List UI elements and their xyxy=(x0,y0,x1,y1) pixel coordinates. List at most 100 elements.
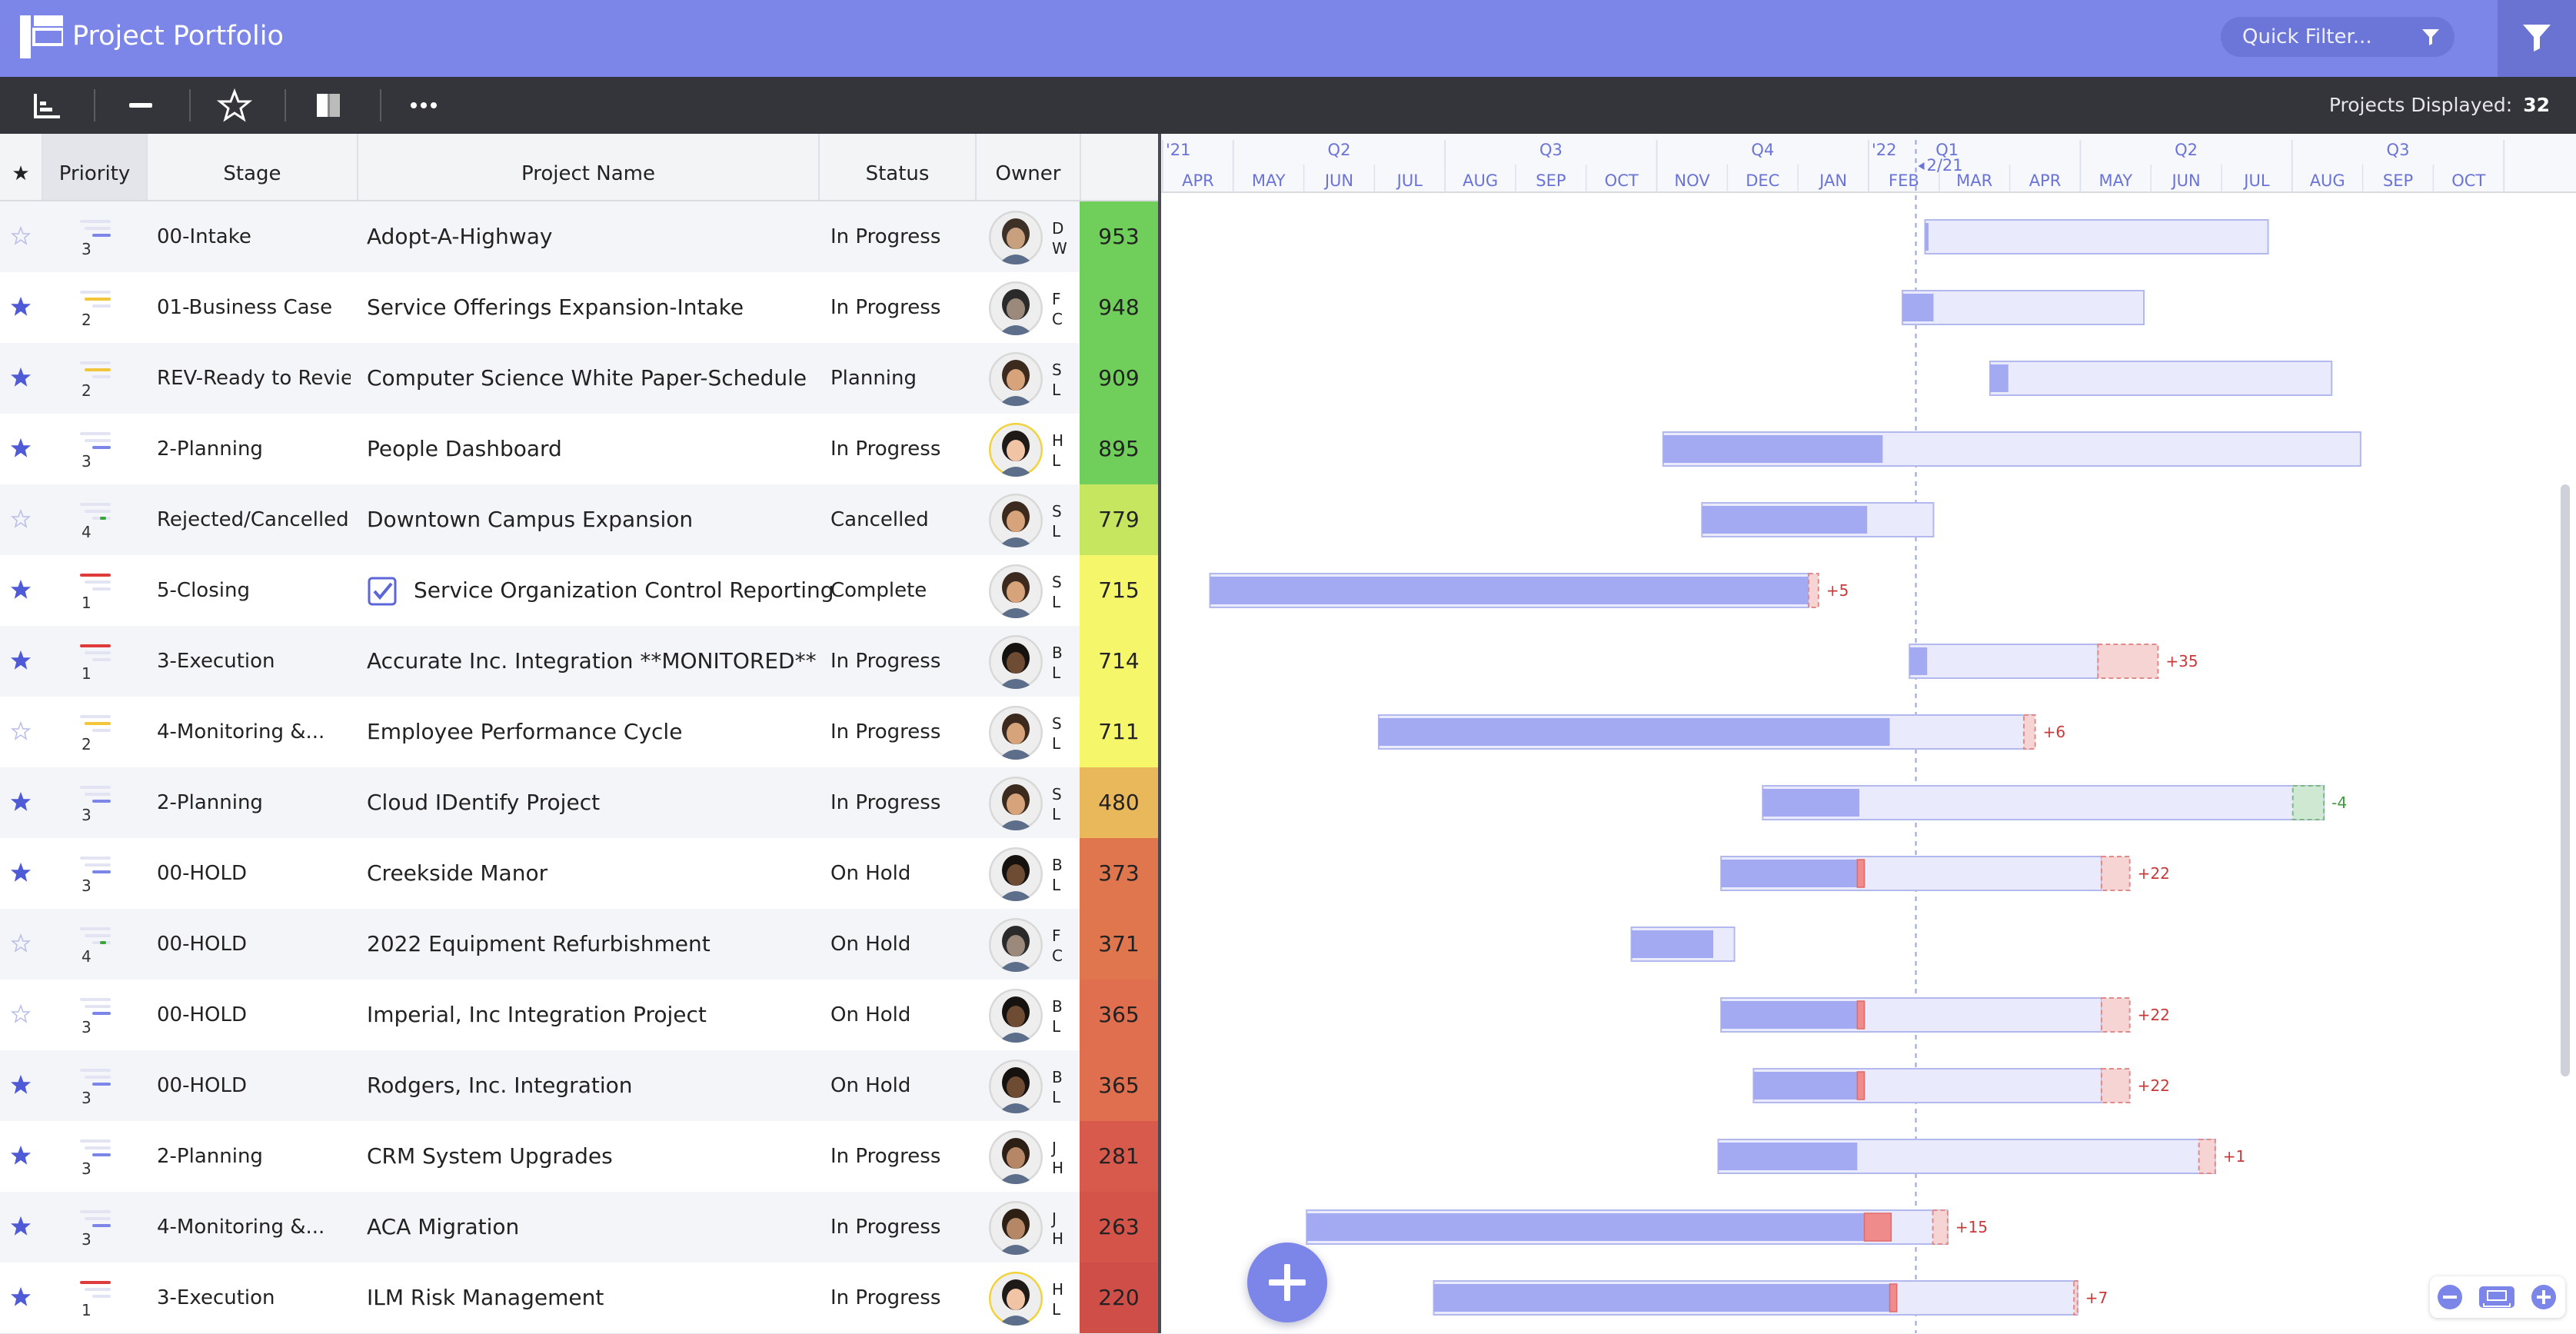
add-project-button[interactable] xyxy=(1247,1243,1327,1322)
favorite-star-icon[interactable] xyxy=(11,863,31,883)
owner-avatar[interactable] xyxy=(989,1130,1043,1184)
status-column-header[interactable]: Status xyxy=(820,134,977,200)
owner-avatar[interactable] xyxy=(989,635,1043,689)
owner-avatar[interactable] xyxy=(989,989,1043,1043)
favorite-star-icon[interactable] xyxy=(11,226,31,246)
favorite-star-icon[interactable] xyxy=(11,438,31,458)
project-name-cell[interactable]: Service Offerings Expansion-Intake xyxy=(367,294,744,320)
table-row[interactable]: 2 REV-Ready to Review Computer Science Whi… xyxy=(0,343,1158,414)
owner-avatar[interactable] xyxy=(989,918,1043,972)
favorite-star-icon[interactable] xyxy=(11,721,31,741)
favorite-star-icon[interactable] xyxy=(11,1004,31,1024)
projects-displayed: Projects Displayed: 32 xyxy=(2329,92,2550,118)
table-row[interactable]: 3 2-Planning Cloud IDentify Project In Prog… xyxy=(0,767,1158,839)
gantt-delta-label: +6 xyxy=(2043,723,2065,741)
favorite-star-icon[interactable] xyxy=(11,580,31,600)
project-name-cell[interactable]: Adopt-A-Highway xyxy=(367,224,553,249)
score-cell: 715 xyxy=(1080,555,1158,626)
table-row[interactable]: 1 3-Execution ILM Risk Management In Progre… xyxy=(0,1262,1158,1334)
owner-avatar[interactable] xyxy=(989,1060,1043,1113)
project-name-cell[interactable]: Imperial, Inc Integration Project xyxy=(367,1002,707,1027)
table-row[interactable]: 3 2-Planning People Dashboard In Progress H L… xyxy=(0,414,1158,485)
owner-avatar[interactable] xyxy=(989,211,1043,264)
quick-filter-input[interactable]: Quick Filter... xyxy=(2221,17,2455,57)
gantt-progress-bar xyxy=(1925,223,1929,251)
priority-level-icon xyxy=(80,574,111,590)
table-row[interactable]: 1 3-Execution Accurate Inc. Integration **… xyxy=(0,626,1158,697)
fit-icon[interactable] xyxy=(2478,1283,2516,1311)
project-name-cell[interactable]: Creekside Manor xyxy=(367,860,548,886)
star-column-header[interactable]: ★ xyxy=(0,134,43,200)
project-name-cell[interactable]: Service Organization Control Reporting xyxy=(414,577,834,603)
zoom-out-icon[interactable] xyxy=(2436,1283,2464,1311)
table-row[interactable]: 3 4-Monitoring &... ACA Migration In Progre… xyxy=(0,1192,1158,1263)
project-name-cell[interactable]: People Dashboard xyxy=(367,436,562,461)
table-row[interactable]: 2 4-Monitoring &... Employee Performance C… xyxy=(0,697,1158,768)
zoom-in-icon[interactable] xyxy=(2530,1283,2558,1311)
project-name-cell[interactable]: 2022 Equipment Refurbishment xyxy=(367,931,711,956)
favorite-star-icon[interactable] xyxy=(11,1075,31,1095)
table-row[interactable]: 3 00-HOLD Rodgers, Inc. Integration On Hold… xyxy=(0,1050,1158,1122)
owner-initial-first: B xyxy=(1052,1068,1063,1086)
owner-avatar[interactable] xyxy=(989,352,1043,406)
project-name-cell[interactable]: Rodgers, Inc. Integration xyxy=(367,1073,633,1098)
favorite-star-icon[interactable] xyxy=(11,368,31,388)
priority-column-header[interactable]: Priority xyxy=(43,134,148,200)
owner-avatar[interactable] xyxy=(989,847,1043,901)
project-name-cell[interactable]: Downtown Campus Expansion xyxy=(367,507,694,532)
favorite-star-icon[interactable] xyxy=(11,650,31,670)
table-row[interactable]: 4 00-HOLD 2022 Equipment Refurbishment On H… xyxy=(0,909,1158,980)
owner-avatar[interactable] xyxy=(989,706,1043,760)
gantt-progress-bar xyxy=(1753,1072,1865,1099)
stage-cell: 2-Planning xyxy=(157,1145,263,1168)
star-outline-icon[interactable] xyxy=(217,88,252,123)
project-name-cell[interactable]: ACA Migration xyxy=(367,1214,520,1239)
table-row[interactable]: 3 00-HOLD Creekside Manor On Hold B L 373 xyxy=(0,838,1158,910)
owner-avatar[interactable] xyxy=(989,423,1043,477)
month-label: SEP xyxy=(1536,171,1566,190)
favorite-star-icon[interactable] xyxy=(11,933,31,953)
project-name-column-header[interactable]: Project Name xyxy=(358,134,820,200)
vertical-scrollbar[interactable] xyxy=(2561,484,2570,1076)
score-cell: 779 xyxy=(1080,484,1158,555)
project-name-cell[interactable]: Employee Performance Cycle xyxy=(367,719,683,744)
table-row[interactable]: 2 01-Business Case Service Offerings Expan… xyxy=(0,272,1158,344)
owner-avatar[interactable] xyxy=(989,1201,1043,1255)
owner-avatar[interactable] xyxy=(989,281,1043,335)
owner-column-header[interactable]: Owner xyxy=(977,134,1081,200)
favorite-star-icon[interactable] xyxy=(11,1146,31,1166)
priority-level-icon xyxy=(80,857,111,873)
filter-button[interactable] xyxy=(2498,0,2576,77)
favorite-star-icon[interactable] xyxy=(11,792,31,812)
month-label: AUG xyxy=(1463,171,1498,190)
table-row[interactable]: 3 00-HOLD Imperial, Inc Integration Projec… xyxy=(0,980,1158,1051)
split-panel-icon[interactable] xyxy=(311,88,346,123)
stage-cell: 3-Execution xyxy=(157,1286,275,1309)
table-row[interactable]: 1 5-Closing Service Organization Control R… xyxy=(0,555,1158,627)
checkbox-checked-icon[interactable] xyxy=(368,577,397,606)
table-row[interactable]: 4 Rejected/Cancelled Downtown Campus Expan… xyxy=(0,484,1158,556)
owner-avatar[interactable] xyxy=(989,564,1043,618)
table-row[interactable]: 3 00-Intake Adopt-A-Highway In Progress D W 95… xyxy=(0,201,1158,273)
project-name-cell[interactable]: Accurate Inc. Integration **MONITORED** xyxy=(367,648,817,674)
project-name-cell[interactable]: Cloud IDentify Project xyxy=(367,790,601,815)
plus-icon xyxy=(1269,1264,1306,1301)
owner-avatar[interactable] xyxy=(989,1272,1043,1326)
favorite-star-icon[interactable] xyxy=(11,1287,31,1307)
table-row[interactable]: 3 2-Planning CRM System Upgrades In Progres… xyxy=(0,1121,1158,1193)
owner-avatar[interactable] xyxy=(989,494,1043,547)
project-name-cell[interactable]: ILM Risk Management xyxy=(367,1285,604,1310)
more-dots-icon[interactable] xyxy=(406,88,441,123)
minus-icon[interactable] xyxy=(123,88,158,123)
owner-avatar[interactable] xyxy=(989,777,1043,830)
axis-chart-icon[interactable] xyxy=(29,88,65,123)
funnel-icon xyxy=(2523,25,2551,52)
score-column-header[interactable] xyxy=(1081,134,1158,200)
favorite-star-icon[interactable] xyxy=(11,509,31,529)
stage-column-header[interactable]: Stage xyxy=(148,134,358,200)
project-name-cell[interactable]: CRM System Upgrades xyxy=(367,1143,613,1169)
favorite-star-icon[interactable] xyxy=(11,297,31,317)
favorite-star-icon[interactable] xyxy=(11,1216,31,1236)
project-name-cell[interactable]: Computer Science White Paper-Schedule xyxy=(367,365,807,391)
